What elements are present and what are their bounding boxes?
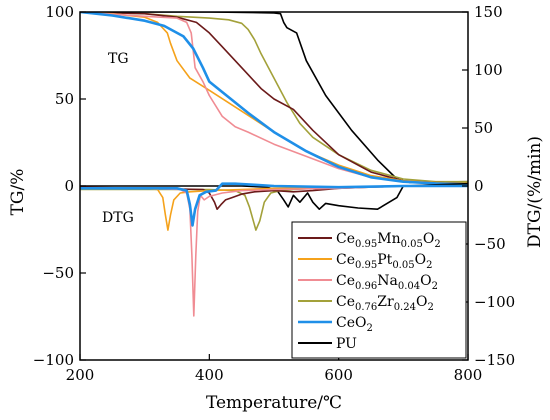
series-layer <box>80 12 468 317</box>
x-tick-label: 600 <box>324 366 353 384</box>
x-axis-label: Temperature/℃ <box>206 393 342 413</box>
series-line-na_dtg <box>80 185 468 317</box>
left-y-tick-label: 100 <box>45 3 74 21</box>
x-tick-label: 200 <box>66 366 95 384</box>
ticks-layer: 200 400 600 800 −100 −50 0 50 100 −150 −100 −50 0 50 1… <box>33 3 515 384</box>
left-y-axis-label: TG/% <box>8 169 28 216</box>
tg-annotation: TG <box>108 51 129 67</box>
right-y-tick-label: 100 <box>474 61 503 79</box>
series-line-mn <box>80 12 468 185</box>
legend-label-pt: Ce0.95Pt0.05O2 <box>336 252 432 271</box>
right-y-tick-label: 50 <box>474 119 493 137</box>
legend-label-pu: PU <box>336 336 357 352</box>
right-y-tick-label: 0 <box>474 177 484 195</box>
left-y-tick-label: −50 <box>42 264 74 282</box>
legend: Ce0.95Mn0.05O2 Ce0.95Pt0.05O2 Ce0.96Na0.04… <box>291 221 467 359</box>
x-tick-label: 400 <box>195 366 224 384</box>
series-line-zr <box>80 12 468 183</box>
series-line-pt <box>80 12 468 185</box>
left-y-tick-label: 50 <box>55 90 74 108</box>
right-y-tick-label: 150 <box>474 3 503 21</box>
legend-label-mn: Ce0.95Mn0.05O2 <box>336 231 441 250</box>
series-line-ceo2 <box>80 12 468 186</box>
legend-label-zr: Ce0.76Zr0.24O2 <box>336 294 434 313</box>
left-y-tick-label: −100 <box>33 351 74 369</box>
right-y-axis-label: DTG/(%/min) <box>525 136 545 248</box>
legend-label-ceo2: CeO2 <box>336 315 373 334</box>
left-y-tick-label: 0 <box>64 177 74 195</box>
right-y-tick-label: −150 <box>474 351 515 369</box>
x-tick-label: 800 <box>454 366 483 384</box>
series-line-ceo2_dtg <box>80 182 468 227</box>
dtg-annotation: DTG <box>102 210 134 226</box>
series-line-pu <box>80 12 468 184</box>
right-y-tick-label: −50 <box>474 235 506 253</box>
legend-label-na: Ce0.96Na0.04O2 <box>336 273 438 292</box>
legend-box <box>291 221 467 359</box>
right-y-tick-label: −100 <box>474 293 515 311</box>
